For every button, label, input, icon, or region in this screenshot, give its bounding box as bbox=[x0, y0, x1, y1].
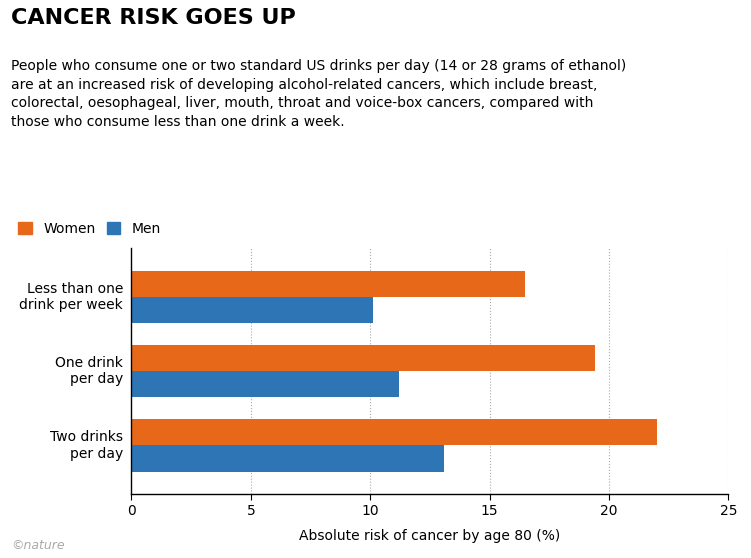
Bar bbox=[131, 345, 595, 371]
Text: ©nature: ©nature bbox=[11, 540, 65, 552]
Text: CANCER RISK GOES UP: CANCER RISK GOES UP bbox=[11, 8, 296, 28]
Bar bbox=[131, 420, 657, 445]
Legend: Women, Men: Women, Men bbox=[18, 222, 161, 236]
Bar bbox=[131, 271, 526, 297]
Text: People who consume one or two standard US drinks per day (14 or 28 grams of etha: People who consume one or two standard U… bbox=[11, 59, 626, 129]
Bar bbox=[131, 371, 399, 397]
X-axis label: Absolute risk of cancer by age 80 (%): Absolute risk of cancer by age 80 (%) bbox=[300, 530, 560, 543]
Bar bbox=[131, 297, 372, 323]
Bar bbox=[131, 445, 445, 472]
